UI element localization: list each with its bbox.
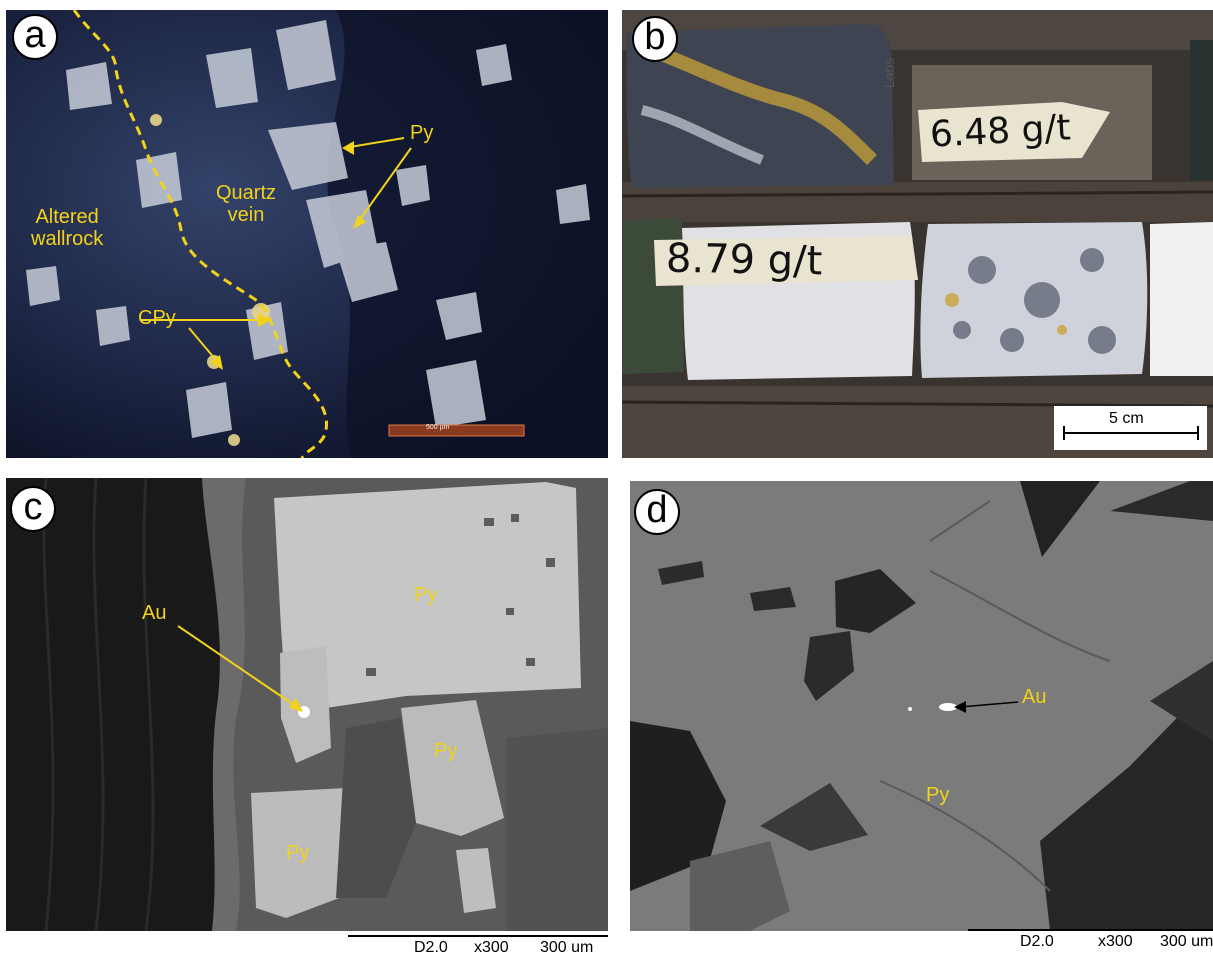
scale-bar-a <box>388 424 525 437</box>
gold-grain-d <box>939 703 957 711</box>
sem-scale-d: 300 um <box>1160 933 1213 950</box>
label-py-d: Py <box>926 784 950 806</box>
pyrite-grain-mid <box>401 700 504 836</box>
sem-scale-c: 300 um <box>540 939 594 956</box>
panel-c-image <box>6 478 608 931</box>
label-py-main: Py <box>414 584 438 606</box>
panel-b-image <box>622 10 1213 458</box>
label-py-low: Py <box>286 842 310 864</box>
label-altered-wallrock: Altered wallrock <box>31 206 104 250</box>
assay-tape-bottom: 8.79 g/t <box>665 235 823 285</box>
assay-tape-top: 6.48 g/t <box>928 107 1072 156</box>
panel-d-image <box>630 481 1213 931</box>
sem-magnification-d: x300 <box>1098 933 1133 950</box>
panel-d-sem: d Au Py <box>630 481 1213 931</box>
box-label-text: Labs <box>881 57 898 89</box>
label-au-d: Au <box>1022 686 1047 708</box>
scale-bar-b-label: 5 cm <box>1109 410 1144 427</box>
label-au: Au <box>142 602 167 624</box>
panel-letter-a: a <box>12 14 58 60</box>
label-py: Py <box>410 122 434 144</box>
sem-detector-d: D2.0 <box>1020 933 1054 950</box>
sem-detector-c: D2.0 <box>414 939 448 956</box>
label-quartz-vein: Quartz vein <box>216 182 277 226</box>
panel-letter-b: b <box>632 16 678 62</box>
scale-bar-a-label: 500 µm <box>426 424 450 431</box>
sem-magnification-c: x300 <box>474 939 509 956</box>
panel-b-photo: b Labs 6.48 g/t 8.79 g/t 5 cm <box>622 10 1213 458</box>
panel-a-image <box>6 10 608 458</box>
label-py-mid: Py <box>434 740 458 762</box>
scale-bar-b-box <box>1054 406 1207 450</box>
panel-c-sem: c Au Py Py Py <box>6 478 608 931</box>
pyrite-grain-main <box>274 482 581 718</box>
panel-letter-d: d <box>634 489 680 535</box>
vein-boundary-line <box>72 10 328 458</box>
label-cpy: CPy <box>138 307 176 329</box>
panel-letter-c: c <box>10 486 56 532</box>
panel-a-micrograph: a Altered wallrock Quartz vein Py CPy 50… <box>6 10 608 458</box>
sem-info-bar-d: D2.0 x300 300 um <box>968 929 1213 951</box>
sem-info-bar-c: D2.0 x300 300 um <box>348 935 608 956</box>
